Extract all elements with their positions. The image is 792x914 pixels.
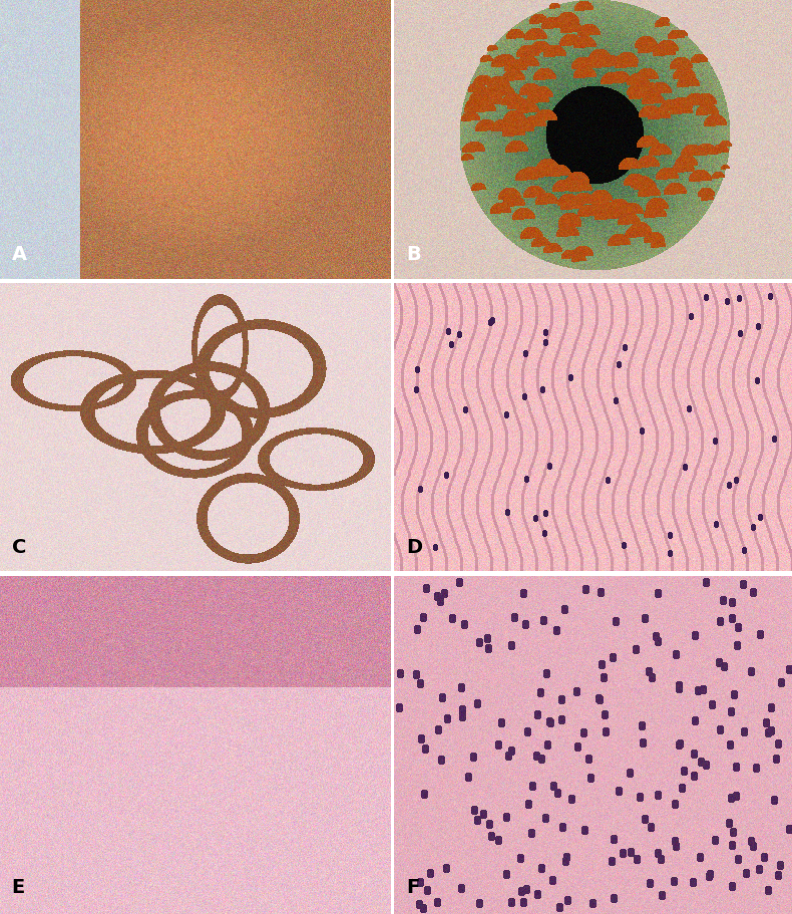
Text: E: E xyxy=(12,878,25,898)
Text: C: C xyxy=(12,537,26,557)
Text: B: B xyxy=(406,245,421,264)
Text: A: A xyxy=(12,245,27,264)
Text: F: F xyxy=(406,878,420,898)
Text: D: D xyxy=(406,537,423,557)
